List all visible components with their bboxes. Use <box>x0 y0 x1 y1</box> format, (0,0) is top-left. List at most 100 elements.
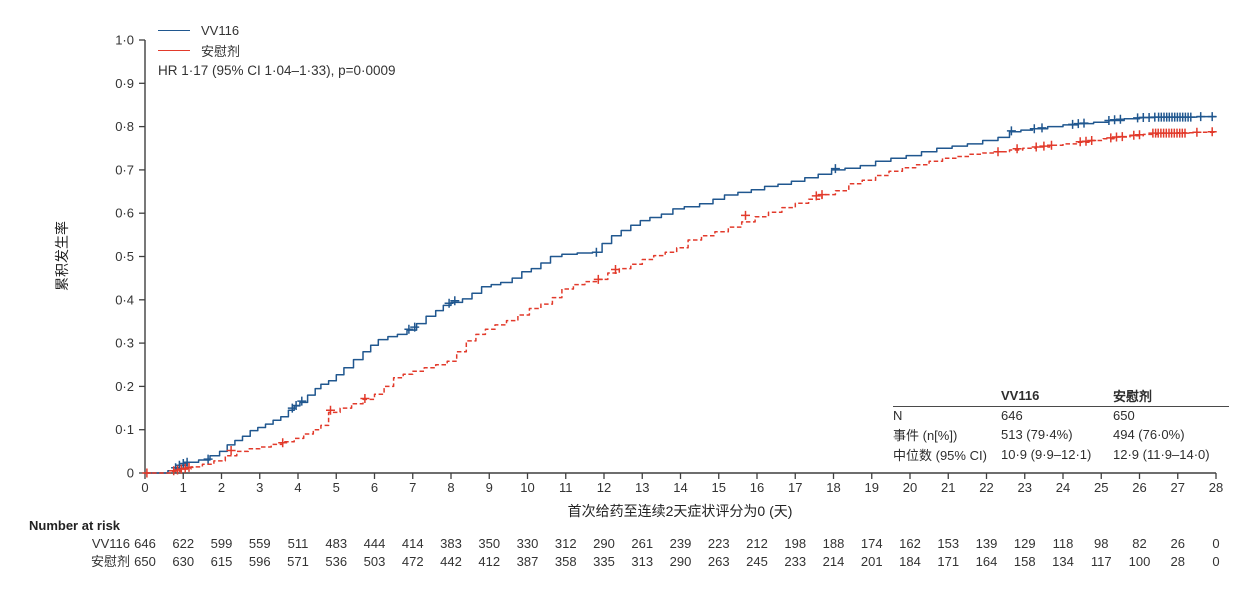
x-tick-label: 8 <box>447 480 454 495</box>
risk-count: 313 <box>631 554 653 569</box>
x-tick-label: 5 <box>333 480 340 495</box>
risk-count: 129 <box>1014 536 1036 551</box>
risk-count: 0 <box>1212 554 1219 569</box>
stats-cell: 中位数 (95% CI) <box>893 448 987 463</box>
y-tick-label: 0·5 <box>115 249 134 264</box>
stats-cell: 513 (79·4%) <box>1001 427 1073 442</box>
risk-count: 350 <box>478 536 500 551</box>
risk-count: 214 <box>823 554 845 569</box>
censor-marks-vv116 <box>171 112 1217 473</box>
legend: VV116 安慰剂 <box>158 20 240 60</box>
risk-row-label: 安慰剂 <box>91 554 130 569</box>
y-tick-label: 0 <box>127 466 134 481</box>
risk-count: 223 <box>708 536 730 551</box>
legend-item-placebo: 安慰剂 <box>158 40 240 60</box>
risk-count: 0 <box>1212 536 1219 551</box>
x-tick-label: 0 <box>141 480 148 495</box>
x-tick-label: 18 <box>826 480 840 495</box>
risk-count: 596 <box>249 554 271 569</box>
risk-count: 245 <box>746 554 768 569</box>
risk-count: 26 <box>1171 536 1185 551</box>
stats-cell: 事件 (n[%]) <box>893 428 958 443</box>
stats-cell <box>893 386 1001 407</box>
x-tick-label: 3 <box>256 480 263 495</box>
risk-count: 503 <box>364 554 386 569</box>
x-tick-label: 16 <box>750 480 764 495</box>
risk-row-label: VV116 <box>92 536 130 551</box>
risk-count: 536 <box>325 554 347 569</box>
legend-item-vv116: VV116 <box>158 20 240 40</box>
x-tick-label: 13 <box>635 480 649 495</box>
risk-count: 646 <box>134 536 156 551</box>
risk-count: 358 <box>555 554 577 569</box>
x-tick-label: 10 <box>520 480 534 495</box>
risk-count: 599 <box>211 536 233 551</box>
x-tick-label: 4 <box>294 480 301 495</box>
risk-count: 188 <box>823 536 845 551</box>
risk-count: 158 <box>1014 554 1036 569</box>
risk-count: 444 <box>364 536 386 551</box>
risk-count: 414 <box>402 536 424 551</box>
x-tick-label: 12 <box>597 480 611 495</box>
risk-count: 82 <box>1132 536 1146 551</box>
x-tick-label: 24 <box>1056 480 1070 495</box>
x-tick-label: 14 <box>673 480 687 495</box>
stats-cell: 安慰剂 <box>1113 386 1229 407</box>
x-axis-title: 首次给药至连续2天症状评分为0 (天) <box>567 503 793 519</box>
x-tick-label: 27 <box>1171 480 1185 495</box>
risk-count: 630 <box>172 554 194 569</box>
risk-count: 650 <box>134 554 156 569</box>
risk-count: 100 <box>1129 554 1151 569</box>
risk-count: 174 <box>861 536 883 551</box>
risk-count: 184 <box>899 554 921 569</box>
y-tick-label: 0·7 <box>115 162 134 177</box>
risk-count: 615 <box>211 554 233 569</box>
legend-label: 安慰剂 <box>201 43 241 59</box>
risk-count: 201 <box>861 554 883 569</box>
risk-count: 134 <box>1052 554 1074 569</box>
legend-line-swatch <box>158 49 190 51</box>
risk-count: 28 <box>1171 554 1185 569</box>
risk-count: 412 <box>478 554 500 569</box>
legend-label: VV116 <box>201 22 240 38</box>
x-tick-label: 25 <box>1094 480 1108 495</box>
risk-count: 387 <box>517 554 539 569</box>
x-tick-label: 11 <box>559 480 573 495</box>
risk-count: 483 <box>325 536 347 551</box>
stats-cell: 10·9 (9·9–12·1) <box>1001 447 1092 462</box>
y-axis-title: 累积发生率 <box>54 221 70 291</box>
risk-count: 171 <box>937 554 959 569</box>
stats-row: 事件 (n[%]) 513 (79·4%) 494 (76·0%) <box>893 425 1229 445</box>
risk-count: 383 <box>440 536 462 551</box>
stats-cell: N <box>893 408 903 423</box>
y-tick-label: 0·9 <box>115 76 134 91</box>
x-tick-label: 1 <box>180 480 187 495</box>
x-tick-label: 15 <box>712 480 726 495</box>
risk-count: 335 <box>593 554 615 569</box>
x-tick-label: 19 <box>865 480 879 495</box>
risk-count: 239 <box>670 536 692 551</box>
risk-count: 117 <box>1091 554 1112 569</box>
censor-marks-placebo <box>142 127 1217 478</box>
risk-count: 571 <box>287 554 309 569</box>
legend-line-swatch <box>158 29 190 31</box>
stats-row: N 646 650 <box>893 407 1229 426</box>
risk-count: 559 <box>249 536 271 551</box>
x-tick-label: 2 <box>218 480 225 495</box>
number-at-risk-title: Number at risk <box>29 518 121 533</box>
y-tick-label: 1·0 <box>115 33 134 48</box>
x-tick-label: 28 <box>1209 480 1223 495</box>
x-tick-label: 7 <box>409 480 416 495</box>
risk-count: 164 <box>976 554 998 569</box>
x-tick-label: 23 <box>1018 480 1032 495</box>
y-tick-label: 0·4 <box>115 292 134 307</box>
stats-cell: 650 <box>1113 408 1135 423</box>
stats-header-row: VV116 安慰剂 <box>893 386 1229 407</box>
risk-count: 290 <box>593 536 615 551</box>
risk-count: 312 <box>555 536 577 551</box>
x-tick-label: 20 <box>903 480 917 495</box>
risk-count: 212 <box>746 536 768 551</box>
risk-count: 263 <box>708 554 730 569</box>
